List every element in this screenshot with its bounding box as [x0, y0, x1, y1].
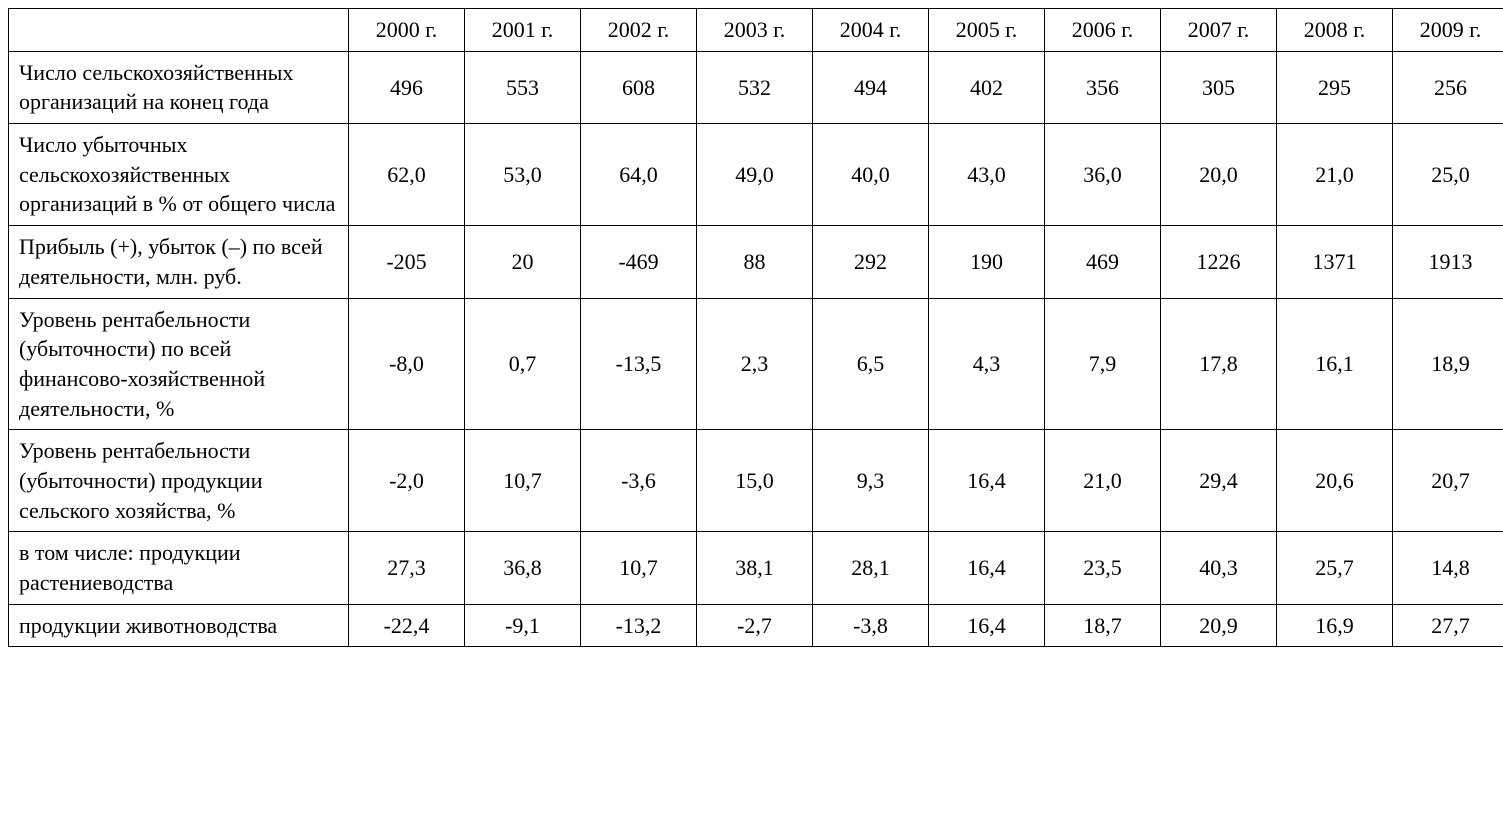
cell: -2,0: [349, 430, 465, 532]
cell: 295: [1277, 51, 1393, 123]
cell: 16,4: [929, 604, 1045, 647]
column-header: 2004 г.: [813, 9, 929, 52]
cell: 402: [929, 51, 1045, 123]
table-row: Уровень рентабельности (убыточности) про…: [9, 430, 1503, 532]
cell: 27,3: [349, 532, 465, 604]
cell: 1371: [1277, 226, 1393, 298]
cell: 6,5: [813, 298, 929, 430]
cell: 21,0: [1277, 124, 1393, 226]
cell: 36,8: [465, 532, 581, 604]
cell: 256: [1393, 51, 1503, 123]
cell: 9,3: [813, 430, 929, 532]
cell: 25,0: [1393, 124, 1503, 226]
row-label: продукции животноводства: [9, 604, 349, 647]
row-label: Число сельскохозяйствен­ных организаций …: [9, 51, 349, 123]
cell: 16,1: [1277, 298, 1393, 430]
cell: 18,7: [1045, 604, 1161, 647]
data-table: 2000 г. 2001 г. 2002 г. 2003 г. 2004 г. …: [8, 8, 1503, 647]
column-header: 2006 г.: [1045, 9, 1161, 52]
cell: 14,8: [1393, 532, 1503, 604]
column-header: 2008 г.: [1277, 9, 1393, 52]
cell: 16,9: [1277, 604, 1393, 647]
row-label: в том числе: продукции растениеводства: [9, 532, 349, 604]
cell: 40,3: [1161, 532, 1277, 604]
cell: 40,0: [813, 124, 929, 226]
cell: 4,3: [929, 298, 1045, 430]
cell: 15,0: [697, 430, 813, 532]
cell: 27,7: [1393, 604, 1503, 647]
cell: -3,8: [813, 604, 929, 647]
cell: 2,3: [697, 298, 813, 430]
cell: 608: [581, 51, 697, 123]
table-header-row: 2000 г. 2001 г. 2002 г. 2003 г. 2004 г. …: [9, 9, 1503, 52]
cell: 356: [1045, 51, 1161, 123]
table-row: Уровень рентабельности (убыточности) по …: [9, 298, 1503, 430]
cell: 88: [697, 226, 813, 298]
cell: 10,7: [465, 430, 581, 532]
table-row: продукции животноводства -22,4 -9,1 -13,…: [9, 604, 1503, 647]
column-header: [9, 9, 349, 52]
cell: 49,0: [697, 124, 813, 226]
row-label: Число убыточных сельскохозяйственных орг…: [9, 124, 349, 226]
table-row: Число сельскохозяйствен­ных организаций …: [9, 51, 1503, 123]
cell: 25,7: [1277, 532, 1393, 604]
column-header: 2001 г.: [465, 9, 581, 52]
cell: 36,0: [1045, 124, 1161, 226]
cell: -13,5: [581, 298, 697, 430]
cell: -13,2: [581, 604, 697, 647]
row-label: Прибыль (+), убыток (–) по всей деятельн…: [9, 226, 349, 298]
cell: 1913: [1393, 226, 1503, 298]
column-header: 2003 г.: [697, 9, 813, 52]
cell: 38,1: [697, 532, 813, 604]
cell: 17,8: [1161, 298, 1277, 430]
cell: 305: [1161, 51, 1277, 123]
cell: 0,7: [465, 298, 581, 430]
cell: 53,0: [465, 124, 581, 226]
cell: 469: [1045, 226, 1161, 298]
cell: -469: [581, 226, 697, 298]
cell: 16,4: [929, 532, 1045, 604]
cell: 20,9: [1161, 604, 1277, 647]
cell: 64,0: [581, 124, 697, 226]
cell: 7,9: [1045, 298, 1161, 430]
column-header: 2002 г.: [581, 9, 697, 52]
cell: 20,0: [1161, 124, 1277, 226]
column-header: 2007 г.: [1161, 9, 1277, 52]
cell: 494: [813, 51, 929, 123]
table-row: Число убыточных сельскохозяйственных орг…: [9, 124, 1503, 226]
cell: 28,1: [813, 532, 929, 604]
cell: 29,4: [1161, 430, 1277, 532]
cell: 532: [697, 51, 813, 123]
cell: 23,5: [1045, 532, 1161, 604]
cell: -205: [349, 226, 465, 298]
cell: 21,0: [1045, 430, 1161, 532]
cell: 10,7: [581, 532, 697, 604]
cell: 20: [465, 226, 581, 298]
column-header: 2000 г.: [349, 9, 465, 52]
cell: 190: [929, 226, 1045, 298]
cell: 18,9: [1393, 298, 1503, 430]
row-label: Уровень рентабельности (убыточности) по …: [9, 298, 349, 430]
cell: 16,4: [929, 430, 1045, 532]
cell: 43,0: [929, 124, 1045, 226]
cell: 292: [813, 226, 929, 298]
cell: 496: [349, 51, 465, 123]
cell: -22,4: [349, 604, 465, 647]
cell: -9,1: [465, 604, 581, 647]
column-header: 2009 г.: [1393, 9, 1503, 52]
cell: 553: [465, 51, 581, 123]
cell: 62,0: [349, 124, 465, 226]
column-header: 2005 г.: [929, 9, 1045, 52]
cell: 20,6: [1277, 430, 1393, 532]
table-row: в том числе: продукции растениеводства 2…: [9, 532, 1503, 604]
table-body: Число сельскохозяйствен­ных организаций …: [9, 51, 1503, 647]
cell: -3,6: [581, 430, 697, 532]
cell: -2,7: [697, 604, 813, 647]
row-label: Уровень рентабельности (убыточности) про…: [9, 430, 349, 532]
table-row: Прибыль (+), убыток (–) по всей деятельн…: [9, 226, 1503, 298]
cell: 1226: [1161, 226, 1277, 298]
cell: -8,0: [349, 298, 465, 430]
cell: 20,7: [1393, 430, 1503, 532]
